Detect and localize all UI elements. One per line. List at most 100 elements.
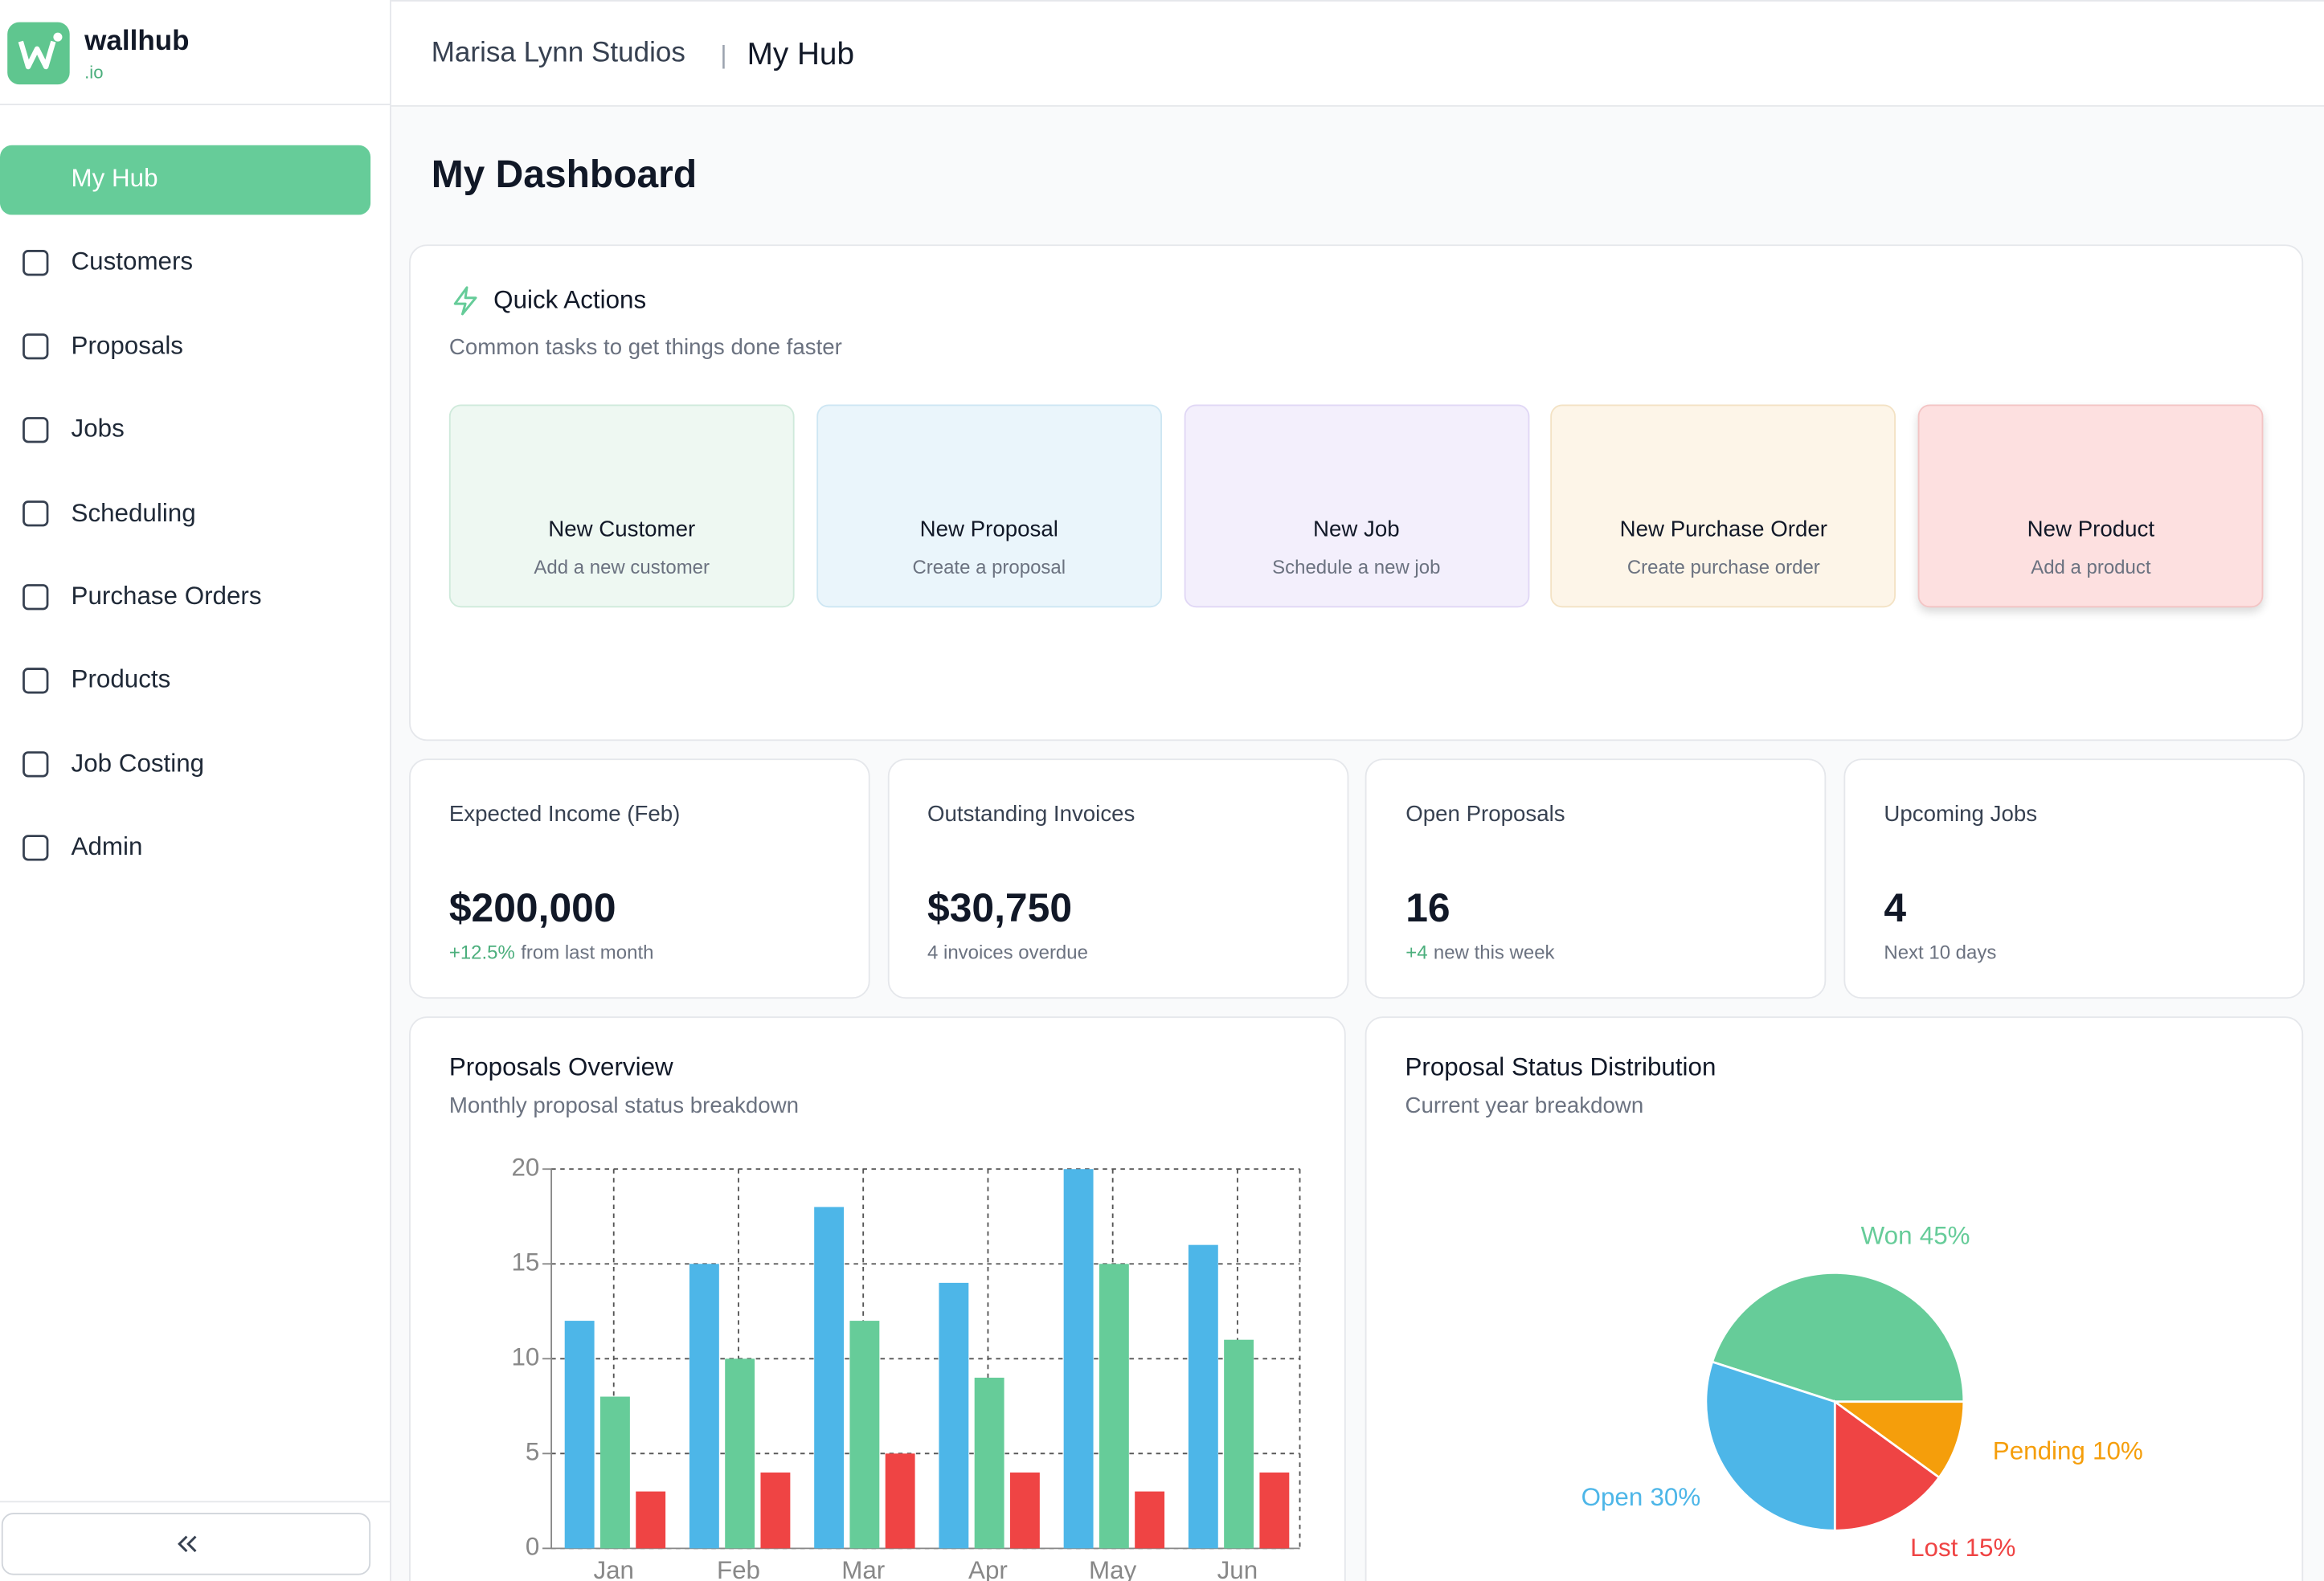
pie-slice bbox=[1711, 1271, 1966, 1403]
y-tick-label: 0 bbox=[526, 1533, 539, 1561]
stat-value: $200,000 bbox=[448, 885, 616, 930]
bar bbox=[849, 1321, 880, 1549]
stat-note: Next 10 days bbox=[1884, 942, 1996, 965]
brand-name: wallhub bbox=[84, 26, 190, 58]
pie-label-category: Open bbox=[1581, 1483, 1643, 1511]
nav-active-bg[interactable] bbox=[0, 145, 371, 215]
quick-action-tile[interactable] bbox=[1917, 404, 2264, 608]
collapse-icon bbox=[178, 1535, 197, 1553]
y-tick-label: 10 bbox=[511, 1343, 539, 1371]
y-tick-label: 5 bbox=[526, 1438, 539, 1466]
sidebar bbox=[0, 0, 391, 1581]
stat-card bbox=[1365, 758, 1827, 999]
nav-icon bbox=[23, 668, 49, 694]
quick-action-desc: Create purchase order bbox=[1626, 556, 1820, 578]
nav-item[interactable]: Customers bbox=[71, 247, 194, 276]
quick-action-desc: Add a new customer bbox=[534, 556, 710, 578]
quick-action-label: New Product bbox=[2027, 517, 2155, 543]
nav-item[interactable]: Scheduling bbox=[71, 498, 196, 527]
stat-note-text: 4 invoices overdue bbox=[927, 941, 1088, 964]
bar bbox=[725, 1358, 755, 1549]
chart-subtitle: Monthly proposal status breakdown bbox=[448, 1093, 800, 1119]
quick-actions-title: Quick Actions bbox=[493, 285, 647, 314]
collapse-button[interactable] bbox=[1, 1513, 371, 1575]
pie-label-value: 15% bbox=[1966, 1534, 2016, 1562]
pie-label: Open 30% bbox=[1581, 1483, 1701, 1511]
logo bbox=[7, 22, 70, 85]
quick-action-tile[interactable] bbox=[448, 404, 795, 608]
nav-item[interactable]: Purchase Orders bbox=[71, 582, 262, 611]
chart-title: Proposal Status Distribution bbox=[1405, 1053, 1716, 1082]
nav-icon bbox=[23, 584, 49, 611]
brand-suffix: .io bbox=[84, 62, 104, 83]
nav-item[interactable]: Jobs bbox=[71, 415, 125, 443]
stat-value: 4 bbox=[1884, 885, 1907, 930]
stat-note-text: Next 10 days bbox=[1884, 941, 1997, 964]
quick-action-desc: Schedule a new job bbox=[1272, 556, 1441, 578]
pie-label: Won 45% bbox=[1861, 1222, 1970, 1250]
quick-action-label: New Job bbox=[1312, 517, 1400, 543]
header-org: Marisa Lynn Studios bbox=[431, 38, 685, 69]
quick-action-tile[interactable] bbox=[1550, 404, 1896, 608]
quick-action-tile[interactable] bbox=[816, 404, 1162, 608]
pie-slice bbox=[1831, 1400, 1966, 1480]
nav-item[interactable]: Admin bbox=[71, 832, 143, 861]
bar bbox=[885, 1453, 915, 1549]
logo-mark bbox=[18, 32, 63, 70]
stat-card bbox=[409, 758, 870, 999]
bar bbox=[1063, 1169, 1094, 1549]
nav-icon bbox=[23, 250, 49, 276]
top-bar bbox=[391, 0, 2324, 107]
pie-slice bbox=[1704, 1360, 1836, 1532]
bar bbox=[1259, 1472, 1290, 1549]
y-tick-label: 15 bbox=[511, 1248, 539, 1277]
stat-note-text: from last month bbox=[521, 941, 654, 964]
bar bbox=[636, 1491, 666, 1549]
sidebar-divider bbox=[0, 104, 391, 105]
sidebar-bottom-divider bbox=[0, 1501, 391, 1503]
nav-icon bbox=[23, 835, 49, 861]
header-page: My Hub bbox=[747, 37, 855, 72]
pie-label-value: 10% bbox=[2093, 1437, 2143, 1465]
page-title: My Dashboard bbox=[431, 151, 698, 197]
nav-icon bbox=[23, 500, 49, 527]
x-tick-label: Feb bbox=[717, 1556, 760, 1581]
header-separator: | bbox=[720, 41, 727, 70]
stat-note: +12.5% from last month bbox=[449, 942, 654, 965]
stat-value: 16 bbox=[1405, 885, 1450, 930]
pie-label-value: 30% bbox=[1651, 1483, 1701, 1511]
nav-item[interactable]: My Hub bbox=[71, 164, 158, 193]
x-tick-label: Jan bbox=[593, 1556, 634, 1581]
quick-action-label: New Purchase Order bbox=[1619, 517, 1827, 543]
bar bbox=[1099, 1264, 1129, 1549]
pie-label: Pending 10% bbox=[1993, 1437, 2143, 1465]
stat-label: Expected Income (Feb) bbox=[448, 801, 681, 827]
bar bbox=[974, 1377, 1004, 1549]
pie-label-category: Won bbox=[1861, 1222, 1913, 1250]
bolt-icon bbox=[453, 286, 477, 316]
stat-label: Open Proposals bbox=[1405, 801, 1565, 827]
stat-note: +4 new this week bbox=[1405, 942, 1554, 965]
bar bbox=[564, 1321, 595, 1549]
pie-label-category: Lost bbox=[1910, 1534, 1958, 1562]
stat-note-text: new this week bbox=[1433, 941, 1555, 964]
nav-icon bbox=[23, 333, 49, 360]
nav-item[interactable]: Proposals bbox=[71, 331, 183, 360]
pie-label: Lost 15% bbox=[1910, 1534, 2015, 1562]
bar bbox=[939, 1282, 969, 1549]
stat-card bbox=[887, 758, 1348, 999]
stat-value: $30,750 bbox=[927, 885, 1073, 930]
bar bbox=[599, 1396, 630, 1549]
bar bbox=[760, 1472, 791, 1549]
quick-action-tile[interactable] bbox=[1183, 404, 1529, 608]
nav-icon bbox=[23, 417, 49, 443]
bar bbox=[1009, 1472, 1040, 1549]
nav-item[interactable]: Job Costing bbox=[71, 749, 205, 778]
stat-note: 4 invoices overdue bbox=[927, 942, 1088, 965]
stat-label: Outstanding Invoices bbox=[927, 801, 1135, 827]
nav-item[interactable]: Products bbox=[71, 665, 171, 694]
x-tick-label: Mar bbox=[841, 1556, 885, 1581]
quick-actions-subtitle: Common tasks to get things done faster bbox=[448, 334, 842, 361]
